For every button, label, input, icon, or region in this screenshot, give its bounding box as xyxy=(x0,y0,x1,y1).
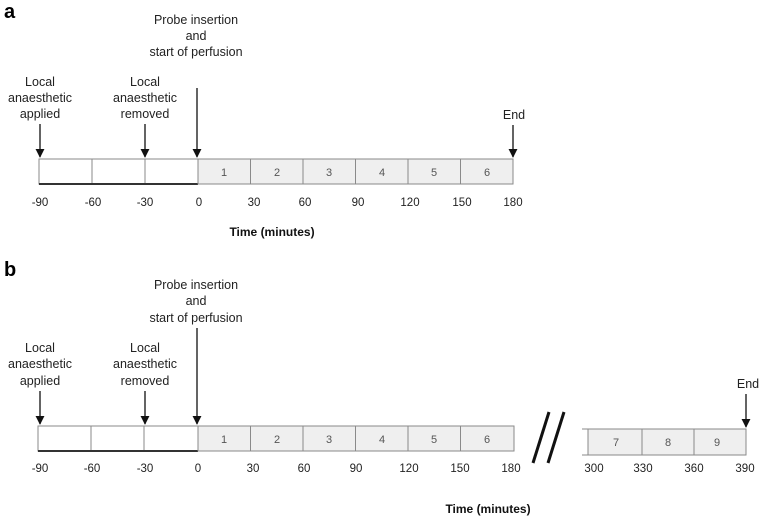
panel-b-tick-labels: -90 -60 -30 0 30 60 90 120 150 180 300 3… xyxy=(32,463,755,475)
panel-a-applied-label: Local anaesthetic applied xyxy=(8,75,72,121)
panel-b-removed-line-1: Local xyxy=(130,341,160,355)
panel-a-probe-line-1: Probe insertion xyxy=(154,13,238,27)
panel-b-probe-line-1: Probe insertion xyxy=(154,278,238,292)
panel-a-axis-title: Time (minutes) xyxy=(229,225,314,239)
panel-b-tick: -60 xyxy=(84,463,101,475)
panel-b-sample-2-label: 2 xyxy=(274,434,280,446)
panel-a-sample-2: 2 xyxy=(250,158,304,185)
panel-a-tick: 180 xyxy=(503,197,522,209)
panel-b-sample-2: 2 xyxy=(250,425,304,452)
panel-b-tick: 60 xyxy=(298,463,311,475)
panel-b-sample-9: 9 xyxy=(693,428,747,456)
panel-b-sample-1-label: 1 xyxy=(221,434,227,446)
panel-a-sample-4-label: 4 xyxy=(379,167,385,179)
panel-b-sample-7: 7 xyxy=(587,428,643,456)
panel-a-probe-line-2: and xyxy=(186,29,207,43)
panel-b-pre-segment xyxy=(37,425,92,452)
panel-b-sample-7-label: 7 xyxy=(613,437,619,449)
panel-a-applied-line-2: anaesthetic xyxy=(8,91,72,105)
panel-b-sample-3: 3 xyxy=(302,425,356,452)
panel-a-sample-1: 1 xyxy=(197,158,251,185)
panel-a-removed-line-1: Local xyxy=(130,75,160,89)
panel-b-probe-label: Probe insertion and start of perfusion xyxy=(149,278,242,325)
panel-b-sample-8: 8 xyxy=(641,428,695,456)
panel-a-sample-3: 3 xyxy=(302,158,356,185)
panel-a-sample-5-label: 5 xyxy=(431,167,437,179)
panel-b-removed-label: Local anaesthetic removed xyxy=(113,341,177,388)
panel-a-letter: a xyxy=(4,1,16,23)
panel-b-applied-line-2: anaesthetic xyxy=(8,357,72,371)
panel-b-axis-title: Time (minutes) xyxy=(445,502,530,516)
panel-b-sample-1: 1 xyxy=(197,425,251,452)
panel-a-sample-6-label: 6 xyxy=(484,167,490,179)
panel-a-tick: 90 xyxy=(352,197,365,209)
panel-a-tick: -90 xyxy=(32,197,49,209)
panel-b-sample-5: 5 xyxy=(407,425,461,452)
panel-b-sample-9-label: 9 xyxy=(714,437,720,449)
panel-b-removed-line-3: removed xyxy=(121,374,170,388)
panel-b-tick: 330 xyxy=(633,463,652,475)
panel-a-applied-line-3: applied xyxy=(20,107,60,121)
panel-a: a Probe insertion and start of perfusion… xyxy=(4,1,525,239)
panel-a-tick: 30 xyxy=(248,197,261,209)
panel-b-sample-6: 6 xyxy=(460,425,515,452)
panel-b-tick: 0 xyxy=(195,463,201,475)
panel-a-tick: 0 xyxy=(196,197,202,209)
panel-a-tick: 120 xyxy=(400,197,419,209)
panel-b-applied-line-1: Local xyxy=(25,341,55,355)
panel-a-pre-segment xyxy=(91,158,146,185)
panel-a-sample-2-label: 2 xyxy=(274,167,280,179)
panel-a-pre-segment xyxy=(144,158,199,185)
panel-a-tick-labels: -90 -60 -30 0 30 60 90 120 150 180 xyxy=(32,197,523,209)
panel-a-applied-line-1: Local xyxy=(25,75,55,89)
panel-a-pre-segment xyxy=(38,158,93,185)
panel-a-tick: -60 xyxy=(85,197,102,209)
panel-b-pre-segment xyxy=(143,425,199,452)
panel-a-removed-line-2: anaesthetic xyxy=(113,91,177,105)
panel-b-tick: 390 xyxy=(735,463,754,475)
panel-b-tick: -90 xyxy=(32,463,49,475)
panel-b-tick: 150 xyxy=(450,463,469,475)
panel-b-tick: 90 xyxy=(350,463,363,475)
panel-b-probe-line-3: start of perfusion xyxy=(149,311,242,325)
panel-b-applied-line-3: applied xyxy=(20,374,60,388)
panel-b-probe-line-2: and xyxy=(186,294,207,308)
panel-a-timeline: 1 2 3 4 5 6 xyxy=(38,158,514,185)
panel-b-sample-4: 4 xyxy=(355,425,409,452)
panel-a-probe-label: Probe insertion and start of perfusion xyxy=(149,13,242,59)
panel-a-sample-6: 6 xyxy=(460,158,514,185)
panel-b-timeline: 1 2 3 4 5 6 xyxy=(37,425,515,452)
panel-a-end-label: End xyxy=(503,108,525,122)
axis-break-icon xyxy=(531,411,566,464)
panel-b-tick: 180 xyxy=(501,463,520,475)
panel-b-sample-6-label: 6 xyxy=(484,434,490,446)
panel-b: b Probe insertion and start of perfusion… xyxy=(4,259,759,516)
panel-a-sample-1-label: 1 xyxy=(221,167,227,179)
panel-b-sample-8-label: 8 xyxy=(665,437,671,449)
panel-b-tick: 120 xyxy=(399,463,418,475)
panel-a-sample-4: 4 xyxy=(355,158,409,185)
panel-b-tick: 30 xyxy=(247,463,260,475)
panel-b-tick: 360 xyxy=(684,463,703,475)
panel-b-sample-5-label: 5 xyxy=(431,434,437,446)
panel-b-sample-4-label: 4 xyxy=(379,434,385,446)
panel-b-removed-line-2: anaesthetic xyxy=(113,357,177,371)
panel-b-late-timeline: 7 8 9 xyxy=(582,428,747,456)
panel-a-tick: -30 xyxy=(137,197,154,209)
panel-a-sample-3-label: 3 xyxy=(326,167,332,179)
panel-b-pre-segment xyxy=(90,425,145,452)
panel-a-tick: 60 xyxy=(299,197,312,209)
panel-b-sample-3-label: 3 xyxy=(326,434,332,446)
panel-b-tick: -30 xyxy=(137,463,154,475)
panel-a-removed-line-3: removed xyxy=(121,107,170,121)
panel-b-letter: b xyxy=(4,259,16,281)
panel-a-sample-5: 5 xyxy=(407,158,461,185)
panel-b-end-label: End xyxy=(737,377,759,391)
panel-a-probe-line-3: start of perfusion xyxy=(149,45,242,59)
panel-b-applied-label: Local anaesthetic applied xyxy=(8,341,72,388)
panel-a-removed-label: Local anaesthetic removed xyxy=(113,75,177,121)
panel-b-tick: 300 xyxy=(584,463,603,475)
panel-a-tick: 150 xyxy=(452,197,471,209)
